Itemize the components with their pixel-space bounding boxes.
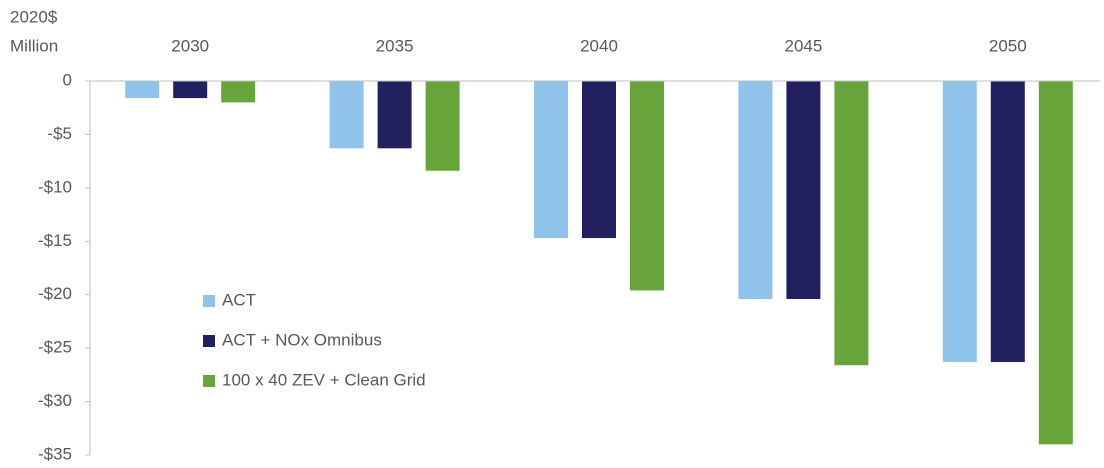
legend-label: 100 x 40 ZEV + Clean Grid [222,370,426,389]
bar [630,81,664,291]
y-tick-label: -$20 [38,284,72,303]
y-tick-label: 0 [63,70,72,89]
y-tick-label: -$15 [38,231,72,250]
y-tick-label: -$5 [47,124,72,143]
bar [425,81,460,171]
bar [738,81,773,299]
y-axis-label: 2020$ [10,7,58,26]
x-tick-label: 2030 [171,36,209,55]
legend-swatch [203,295,215,307]
bar [834,81,869,366]
x-tick-label: 2050 [989,36,1027,55]
bar [173,81,208,99]
legend-label: ACT [222,290,256,309]
x-tick-label: 2045 [784,36,822,55]
legend-label: ACT + NOx Omnibus [222,330,382,349]
bar [942,81,977,363]
bar [990,81,1025,363]
y-tick-label: -$30 [38,391,72,410]
bar [377,81,412,149]
y-axis-label: Million [10,36,58,55]
bar [534,81,568,239]
bar [582,81,616,239]
bar [125,81,160,99]
y-tick-label: -$35 [38,444,72,463]
y-tick-label: -$25 [38,338,72,357]
bar [221,81,256,103]
x-tick-label: 2040 [580,36,618,55]
bar [786,81,821,299]
bar [329,81,364,149]
legend-swatch [203,375,215,387]
x-tick-label: 2035 [376,36,414,55]
y-tick-label: -$10 [38,177,72,196]
bar [1038,81,1073,445]
legend-swatch [203,335,215,347]
